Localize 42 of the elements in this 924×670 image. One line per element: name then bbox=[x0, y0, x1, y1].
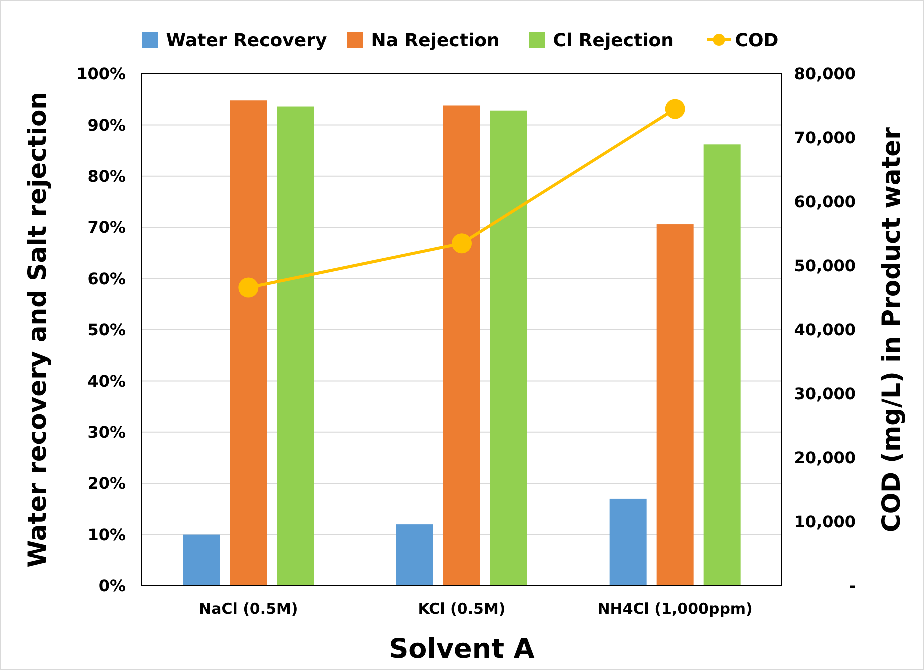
bar bbox=[277, 106, 314, 586]
y2-tick-label: 30,000 bbox=[794, 384, 856, 404]
y2-tick-label: - bbox=[849, 576, 856, 596]
y-axis-title: Water recovery and Salt rejection bbox=[23, 92, 52, 568]
y-tick-label: 20% bbox=[88, 474, 126, 494]
bar bbox=[396, 524, 434, 586]
y2-tick-label: 50,000 bbox=[794, 256, 856, 276]
x-axis-title: Solvent A bbox=[389, 634, 535, 665]
y-tick-label: 40% bbox=[88, 372, 126, 391]
y-tick-label: 60% bbox=[88, 269, 126, 288]
y-tick-label: 50% bbox=[88, 320, 126, 340]
y2-tick-label: 70,000 bbox=[794, 128, 856, 148]
y2-tick-label: 20,000 bbox=[794, 448, 856, 468]
y-tick-label: 0% bbox=[98, 576, 126, 596]
bar bbox=[656, 224, 694, 586]
point bbox=[452, 234, 472, 254]
bar bbox=[610, 498, 647, 586]
y-tick-label: 90% bbox=[88, 116, 126, 135]
legend-label: Na Rejection bbox=[371, 30, 500, 52]
y2-axis-title: COD (mg/L) in Product water bbox=[877, 126, 906, 532]
y2-tick-label: 40,000 bbox=[794, 320, 856, 340]
bar bbox=[444, 106, 480, 586]
point bbox=[665, 99, 686, 120]
x-tick-label: NH4Cl (1,000ppm) bbox=[598, 600, 753, 618]
y-tick-label: 10% bbox=[88, 525, 126, 544]
legend-label: COD bbox=[735, 30, 779, 52]
y2-tick-label: 60,000 bbox=[794, 192, 856, 212]
bar bbox=[183, 534, 220, 586]
y2-tick-label: 80,000 bbox=[794, 64, 856, 84]
y-tick-label: 70% bbox=[88, 218, 126, 238]
bar bbox=[704, 144, 741, 586]
point bbox=[238, 278, 259, 298]
x-tick-label: NaCl (0.5M) bbox=[199, 600, 298, 618]
legend-label: Water Recovery bbox=[166, 30, 328, 52]
x-tick-label: KCl (0.5M) bbox=[418, 600, 506, 618]
y2-tick-label: 10,000 bbox=[794, 512, 856, 532]
legend-label: Cl Rejection bbox=[553, 30, 674, 52]
y-tick-label: 30% bbox=[88, 423, 126, 442]
y-tick-label: 100% bbox=[76, 64, 126, 84]
y-tick-label: 80% bbox=[88, 167, 126, 186]
bar bbox=[490, 110, 528, 586]
bar bbox=[230, 100, 268, 586]
